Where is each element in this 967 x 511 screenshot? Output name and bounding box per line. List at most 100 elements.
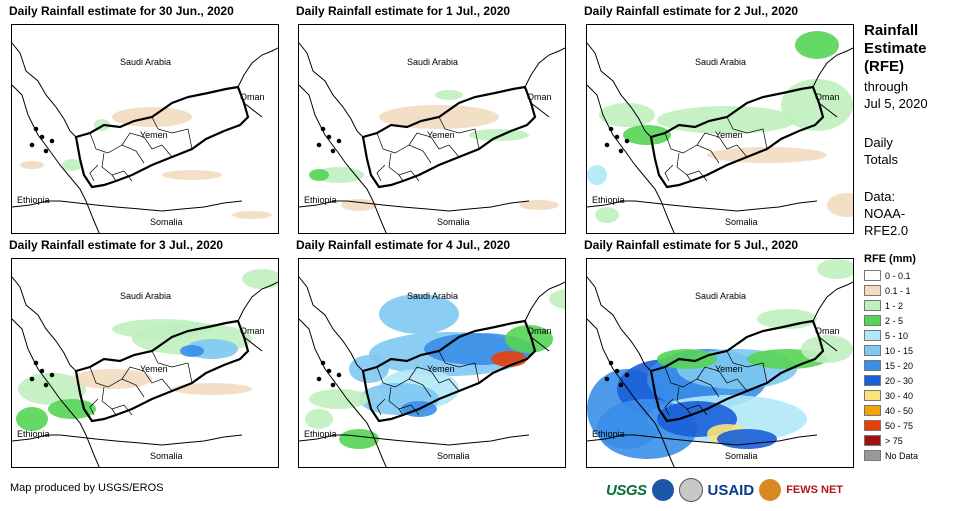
side-title-line1: Rainfall [864, 22, 919, 39]
governorate-border [696, 132, 748, 158]
coastline [299, 276, 364, 372]
boundaries [587, 42, 853, 233]
map-label-oman: Oman [527, 92, 552, 102]
governorate-border [121, 132, 173, 158]
rainfall-area [519, 200, 559, 210]
legend-item: 10 - 15 [864, 344, 913, 357]
legend-label: No Data [885, 450, 919, 461]
map-label-yemen: Yemen [715, 130, 743, 140]
map-label-yemen: Yemen [715, 364, 743, 374]
panel-title: Daily Rainfall estimate for 5 Jul., 2020 [584, 238, 799, 252]
boundaries [12, 276, 278, 467]
panel-title: Daily Rainfall estimate for 30 Jun., 202… [9, 4, 234, 18]
map-label-yemen: Yemen [140, 364, 168, 374]
coastline [660, 200, 675, 233]
map-label-saudi: Saudi Arabia [120, 57, 171, 67]
coastline [372, 200, 387, 233]
legend-label: 10 - 15 [885, 345, 914, 356]
island [330, 148, 336, 154]
legend-swatch [864, 300, 881, 311]
rainfall-area [469, 129, 529, 141]
rainfall-layer [16, 269, 278, 431]
rainfall-map: Saudi Arabia Oman Yemen Ethiopia Somalia [587, 259, 853, 467]
coastline [587, 200, 635, 208]
yemen-border [74, 85, 250, 189]
daily-totals-text: Daily Totals [864, 134, 898, 168]
logo-strip: USGS USAID FEWS NET [606, 476, 843, 504]
rainfall-area [505, 325, 553, 353]
map-label-oman: Oman [240, 92, 265, 102]
coastline [12, 434, 60, 442]
panel-title: Daily Rainfall estimate for 1 Jul., 2020 [296, 4, 511, 18]
legend-item: 40 - 50 [864, 404, 913, 417]
governorate-border [438, 116, 480, 150]
legend-swatch [864, 315, 881, 326]
governorate-border [89, 164, 99, 182]
rainfall-map-panel: Saudi Arabia Oman Yemen Ethiopia Somalia [586, 258, 854, 468]
rainfall-area [707, 147, 827, 163]
coastline [587, 318, 662, 436]
legend-item: 30 - 40 [864, 389, 913, 402]
legend-label: 40 - 50 [885, 405, 914, 416]
coastline [85, 434, 100, 467]
island [608, 360, 614, 366]
map-label-saudi: Saudi Arabia [695, 57, 746, 67]
governorate-border [398, 408, 404, 416]
coastline [812, 47, 853, 88]
coastline [237, 281, 278, 322]
governorate-border [664, 132, 720, 164]
rainfall-area [491, 351, 527, 367]
coastline [59, 434, 243, 446]
legend-item: 0 - 0.1 [864, 269, 911, 282]
legend-swatch [864, 435, 881, 446]
governorate-border [376, 366, 432, 398]
rainfall-area [232, 211, 272, 219]
legend-item: 5 - 10 [864, 329, 908, 342]
rainfall-area [435, 90, 463, 100]
rainfall-map-panel: Saudi Arabia Oman Yemen Ethiopia Somalia [11, 24, 279, 234]
governorate-border [664, 398, 674, 416]
legend-label: 15 - 20 [885, 360, 914, 371]
rainfall-area [48, 399, 96, 419]
rainfall-area [309, 169, 329, 181]
rainfall-area [757, 309, 817, 329]
rainfall-area [18, 373, 86, 405]
legend-item: 20 - 30 [864, 374, 913, 387]
coastline [12, 42, 77, 138]
coastline [85, 200, 100, 233]
legend-item: 15 - 20 [864, 359, 913, 372]
island [618, 148, 624, 154]
island [39, 134, 45, 140]
map-label-saudi: Saudi Arabia [695, 291, 746, 301]
map-label-yemen: Yemen [427, 364, 455, 374]
governorate-border [151, 350, 193, 384]
map-label-ethiopia: Ethiopia [17, 429, 50, 439]
coastline [587, 42, 652, 138]
coastline [12, 318, 87, 436]
rainfall-area [341, 199, 377, 211]
map-label-yemen: Yemen [427, 130, 455, 140]
governorate-border [89, 398, 99, 416]
island [330, 382, 336, 388]
map-label-saudi: Saudi Arabia [407, 57, 458, 67]
governorate-border [89, 132, 145, 164]
legend-swatch [864, 390, 881, 401]
panel-title: Daily Rainfall estimate for 3 Jul., 2020 [9, 238, 224, 252]
rainfall-area [339, 429, 379, 449]
side-title-line2: Estimate [864, 40, 927, 57]
legend-label: 20 - 30 [885, 375, 914, 386]
island [49, 138, 55, 144]
governorate-border [376, 132, 432, 164]
coastline [812, 281, 853, 322]
governorate-border [686, 174, 692, 182]
rainfall-area [817, 259, 853, 279]
legend-title-block: Rainfall Estimate (RFE) [864, 22, 927, 76]
rainfall-map: Saudi Arabia Oman Yemen Ethiopia Somalia [299, 42, 565, 233]
data-source-line1: NOAA- [864, 206, 906, 221]
governorate-border [408, 132, 460, 158]
map-label-yemen: Yemen [140, 130, 168, 140]
rainfall-area [20, 161, 44, 169]
governorate-border [89, 366, 145, 398]
map-label-oman: Oman [527, 326, 552, 336]
map-label-somalia: Somalia [150, 451, 183, 461]
